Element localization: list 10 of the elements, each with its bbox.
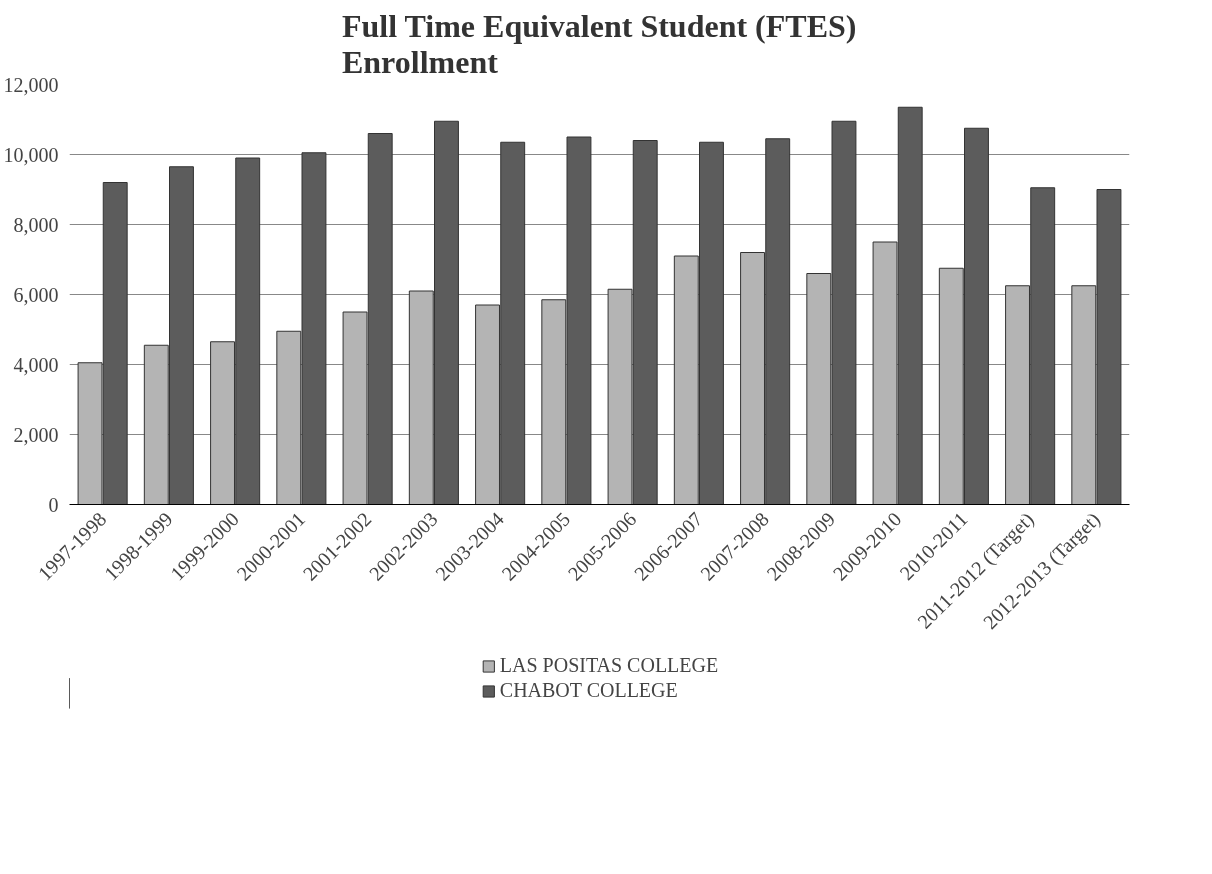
y-tick-label: 4,000: [13, 353, 59, 376]
legend-label: LAS POSITAS COLLEGE: [499, 654, 719, 677]
chart-title: Full Time Equivalent Student (FTES) Enrollment: [341, 7, 857, 80]
y-tick-label: 0: [48, 493, 59, 516]
y-tick-label: 12,000: [3, 73, 59, 96]
y-tick-label: 8,000: [13, 213, 59, 236]
y-tick-label: 2,000: [13, 423, 59, 446]
y-tick-label: 10,000: [3, 143, 59, 166]
y-tick-label: 6,000: [13, 283, 59, 306]
legend-label: CHABOT COLLEGE: [499, 679, 678, 702]
